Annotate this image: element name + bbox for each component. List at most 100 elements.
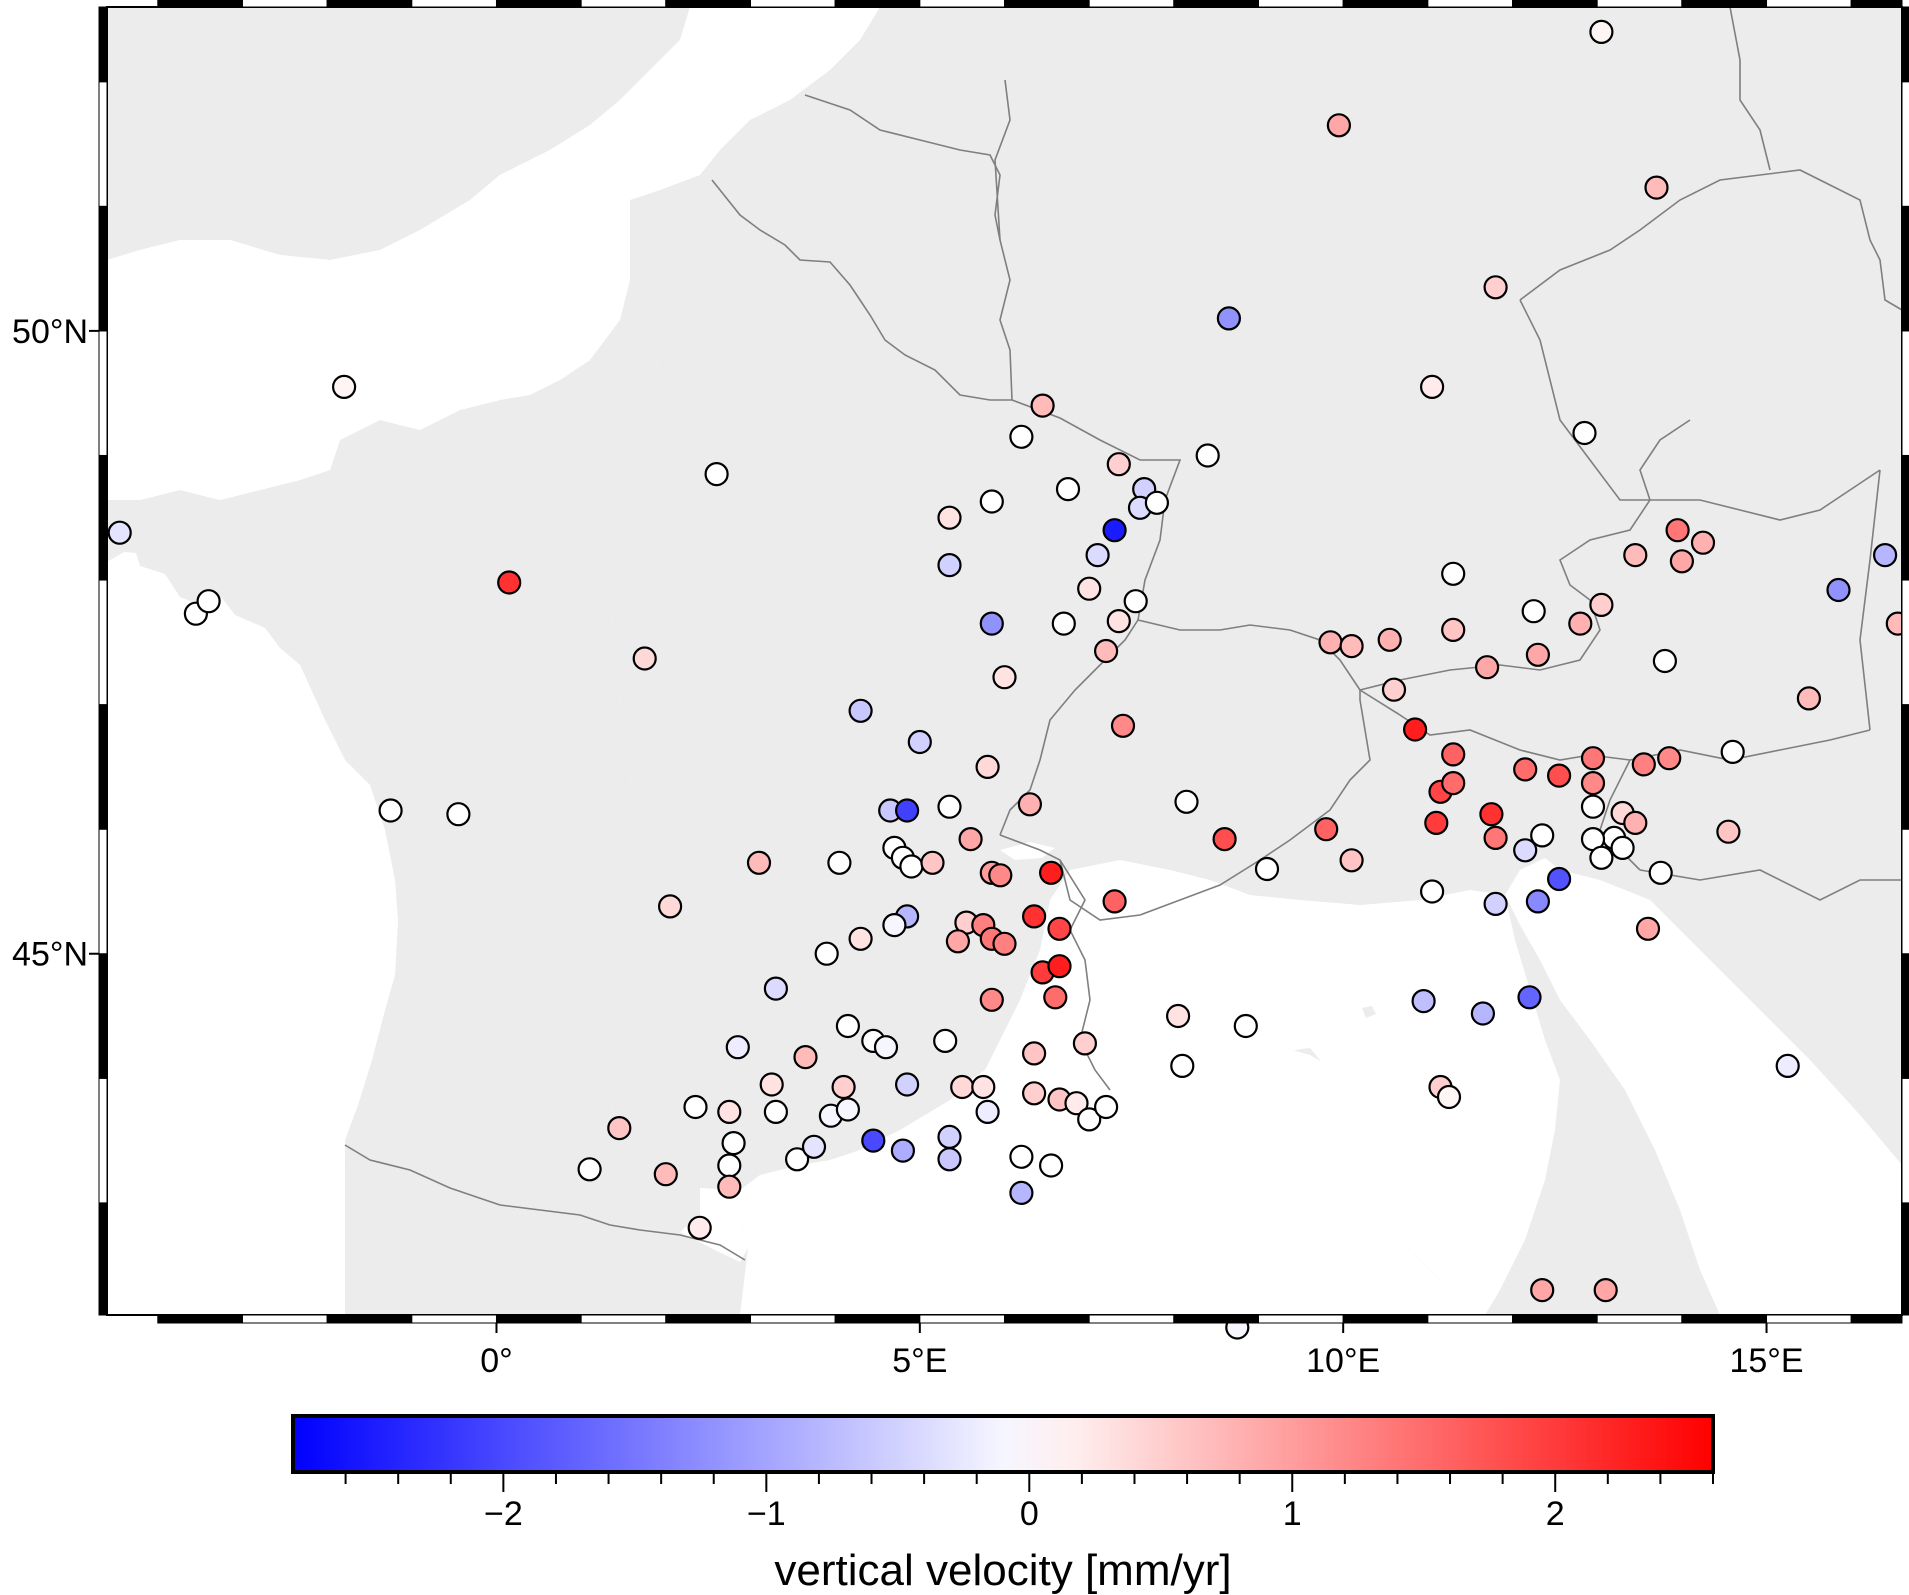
- station-marker: [920, 850, 945, 875]
- station-marker: [1513, 838, 1538, 863]
- lon-tick-label: 0°: [480, 1342, 513, 1380]
- station-marker: [793, 1044, 818, 1070]
- station-marker: [1055, 477, 1081, 502]
- station-marker: [861, 1128, 886, 1153]
- station-marker: [1381, 677, 1407, 702]
- frame-segment-top: [1173, 0, 1260, 8]
- station-marker: [1051, 611, 1076, 636]
- station-marker: [937, 1124, 962, 1150]
- station-marker: [1047, 954, 1072, 979]
- station-marker: [1644, 175, 1669, 200]
- station-marker: [704, 462, 729, 487]
- station-marker: [1513, 757, 1538, 782]
- station-marker: [1123, 589, 1148, 614]
- station-marker: [196, 589, 221, 614]
- land-central-europe: [610, 7, 1902, 1190]
- station-marker: [1411, 988, 1436, 1014]
- station-marker: [950, 1074, 975, 1100]
- frame-segment-right: [1901, 454, 1909, 581]
- frame-segment-right: [1901, 1202, 1909, 1316]
- frame-segment-bottom: [1766, 1314, 1852, 1324]
- station-marker: [1474, 655, 1500, 680]
- station-marker: [848, 926, 873, 951]
- frame-segment-bottom: [1342, 1314, 1429, 1324]
- station-marker: [899, 854, 924, 879]
- frame-segment-bottom: [1427, 1314, 1514, 1324]
- border-austria-hungary: [1859, 469, 1881, 731]
- station-marker: [1568, 611, 1593, 636]
- station-marker: [1525, 642, 1551, 667]
- station-marker: [975, 754, 1000, 780]
- station-marker: [717, 1174, 742, 1199]
- frame-segment-right: [1901, 704, 1909, 830]
- station-marker: [1314, 817, 1339, 842]
- station-marker: [607, 1115, 632, 1141]
- frame-segment-left: [98, 205, 108, 332]
- station-marker: [1339, 848, 1364, 873]
- station-marker: [1483, 275, 1508, 300]
- lon-tick-label: 15°E: [1729, 1342, 1803, 1380]
- station-marker: [1631, 752, 1656, 777]
- mediterranean-sea: [740, 1040, 1485, 1315]
- station-marker: [1318, 630, 1343, 655]
- station-marker: [979, 987, 1004, 1012]
- colorbar-tick-label: −2: [484, 1495, 523, 1533]
- frame-segment-top: [157, 0, 243, 8]
- colorbar-tick-label: 1: [1283, 1495, 1302, 1533]
- frame-segment-bottom: [1004, 1314, 1090, 1324]
- station-marker: [1872, 542, 1898, 568]
- frame-segment-top: [1596, 0, 1683, 8]
- frame-segment-top: [411, 0, 497, 8]
- station-marker: [1021, 904, 1047, 929]
- frame-segment-bottom: [1088, 1314, 1175, 1324]
- station-marker: [890, 1138, 916, 1163]
- station-marker: [1038, 860, 1064, 885]
- station-marker: [937, 505, 962, 530]
- biscay-sea: [107, 552, 398, 1315]
- station-marker: [1077, 1107, 1102, 1132]
- frame-segment-right: [1901, 205, 1909, 332]
- lon-tick-label: 5°E: [892, 1342, 947, 1380]
- land-britain: [107, 7, 690, 260]
- frame-segment-top: [1088, 0, 1175, 8]
- frame-segment-right: [1901, 953, 1909, 1079]
- frame-segment-top: [1258, 0, 1344, 8]
- frame-segment-bottom: [241, 1314, 328, 1324]
- station-marker: [958, 826, 983, 852]
- land-france-north: [107, 200, 700, 1232]
- station-marker: [1593, 1277, 1618, 1303]
- station-marker: [1216, 306, 1242, 331]
- frame-segment-top: [580, 0, 667, 8]
- station-marker: [1517, 985, 1542, 1010]
- station-marker: [1009, 1144, 1034, 1169]
- station-marker: [687, 1215, 712, 1240]
- station-marker: [1038, 1153, 1064, 1178]
- border-france-spain: [344, 1144, 746, 1261]
- frame-segment-bottom: [411, 1314, 497, 1324]
- colorbar-tick-label: 0: [1020, 1495, 1039, 1533]
- station-marker: [1589, 845, 1614, 870]
- frame-segment-top: [1427, 0, 1514, 8]
- axis-tick-labels: 0° 5°E 10°E 15°E 45°N 50°N: [12, 313, 1804, 1380]
- lake-geneva: [1000, 842, 1055, 860]
- station-marker: [1077, 576, 1102, 601]
- frame-segment-top: [1342, 0, 1429, 8]
- station-marker: [831, 1074, 856, 1100]
- station-marker: [1690, 530, 1716, 555]
- frame-segment-left: [98, 1202, 108, 1316]
- station-marker: [1093, 1094, 1119, 1120]
- station-marker: [1525, 889, 1551, 914]
- station-marker: [1009, 424, 1034, 449]
- station-marker: [657, 894, 683, 919]
- station-marker: [717, 1153, 742, 1178]
- station-marker: [814, 941, 839, 966]
- frame-segment-right: [1901, 579, 1909, 706]
- station-marker: [1589, 592, 1614, 618]
- station-marker: [827, 850, 852, 875]
- station-marker: [1377, 627, 1402, 652]
- frame-segment-right: [1901, 828, 1909, 955]
- station-marker: [1652, 648, 1678, 674]
- border-belgium-netherlands: [804, 94, 1001, 241]
- station-marker: [1623, 810, 1648, 836]
- border-germany-west: [994, 79, 1013, 401]
